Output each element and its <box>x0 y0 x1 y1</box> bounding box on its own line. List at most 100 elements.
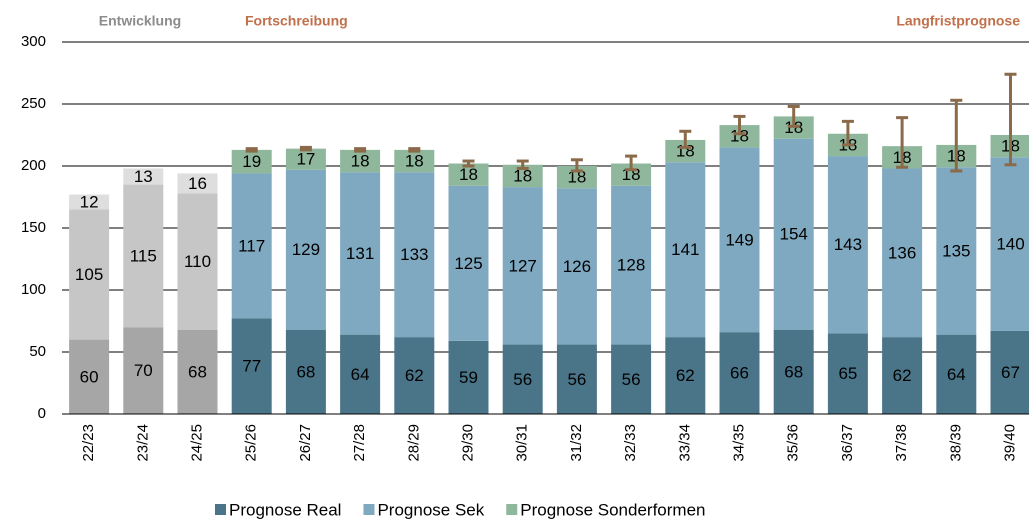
bar-segment <box>611 163 652 186</box>
x-tick-label: 30/31 <box>514 424 531 462</box>
x-tick-label: 38/39 <box>947 424 964 462</box>
bar-segment <box>611 185 652 345</box>
value-label: 18 <box>405 152 424 171</box>
value-label: 18 <box>513 166 532 185</box>
bar-segment <box>123 327 164 414</box>
value-label: 140 <box>996 235 1024 254</box>
bar-segment <box>502 187 543 345</box>
value-label: 19 <box>242 152 261 171</box>
bar-segment <box>448 340 489 414</box>
bar-segment <box>394 172 435 338</box>
section-label: Langfristprognose <box>896 13 1020 29</box>
bar-segment <box>340 334 381 414</box>
value-label: 13 <box>134 167 153 186</box>
bar-segment <box>285 329 326 414</box>
value-label: 127 <box>509 256 537 275</box>
x-tick-label: 27/28 <box>351 424 368 462</box>
value-label: 126 <box>563 257 591 276</box>
y-tick-label: 150 <box>21 219 46 236</box>
bar-segment <box>719 332 760 414</box>
x-tick-label: 29/30 <box>459 424 476 462</box>
legend-swatch <box>506 504 518 515</box>
value-label: 128 <box>617 256 645 275</box>
bar-segment <box>936 334 977 414</box>
bar-segment <box>556 166 597 189</box>
bar-segment <box>611 344 652 414</box>
value-label: 18 <box>730 127 749 146</box>
bar-segment <box>177 173 218 194</box>
bar-segment <box>882 168 923 338</box>
value-label: 16 <box>188 174 207 193</box>
value-label: 56 <box>513 370 532 389</box>
value-label: 64 <box>351 365 370 384</box>
section-label: Fortschreibung <box>245 13 348 29</box>
y-tick-label: 100 <box>21 281 46 298</box>
bar-segment <box>123 168 164 185</box>
value-label: 62 <box>893 366 912 385</box>
bar-segment <box>936 167 977 335</box>
value-label: 129 <box>292 240 320 259</box>
value-label: 110 <box>184 252 211 271</box>
bar-segment <box>827 333 868 414</box>
x-tick-label: 37/38 <box>893 424 910 462</box>
value-label: 105 <box>75 265 103 284</box>
value-label: 117 <box>238 236 265 255</box>
x-tick-label: 32/33 <box>622 424 639 462</box>
x-tick-label: 33/34 <box>676 424 693 462</box>
bar-segment <box>719 147 760 333</box>
bar-segment <box>285 169 326 330</box>
bar-segment <box>502 344 543 414</box>
bar-segment <box>556 344 597 414</box>
value-label: 125 <box>454 254 482 273</box>
bar-segment <box>177 329 218 414</box>
bar-segment <box>177 193 218 330</box>
x-tick-label: 35/36 <box>785 424 802 462</box>
value-label: 67 <box>1001 363 1020 382</box>
bar-segment <box>719 125 760 148</box>
value-label: 135 <box>942 241 970 260</box>
x-tick-label: 26/27 <box>297 424 314 462</box>
x-tick-label: 39/40 <box>1001 424 1018 462</box>
y-tick-label: 50 <box>29 343 46 360</box>
x-tick-label: 31/32 <box>568 424 585 462</box>
value-label: 131 <box>346 244 374 263</box>
value-label: 68 <box>784 362 803 381</box>
value-label: 18 <box>459 165 478 184</box>
bar-segment <box>123 184 164 328</box>
value-label: 133 <box>400 245 428 264</box>
y-tick-label: 250 <box>21 95 46 112</box>
x-tick-label: 28/29 <box>405 424 422 462</box>
bar-segment <box>827 156 868 334</box>
value-label: 70 <box>134 361 153 380</box>
value-label: 115 <box>130 246 157 265</box>
bar-segment <box>665 337 706 414</box>
x-tick-label: 22/23 <box>80 424 97 462</box>
bar-segment <box>340 149 381 173</box>
y-tick-label: 200 <box>21 157 46 174</box>
value-label: 18 <box>351 152 370 171</box>
value-label: 62 <box>676 366 695 385</box>
value-label: 17 <box>296 150 315 169</box>
section-label: Entwicklung <box>99 13 181 29</box>
legend-label: Prognose Real <box>229 500 341 519</box>
x-tick-label: 24/25 <box>188 424 205 462</box>
value-label: 66 <box>730 364 749 383</box>
value-label: 68 <box>296 362 315 381</box>
value-label: 136 <box>888 243 916 262</box>
value-label: 141 <box>671 240 699 259</box>
bar-segment <box>394 149 435 173</box>
bar-segment <box>502 164 543 188</box>
bar-segment <box>773 138 814 330</box>
legend-swatch <box>215 504 226 515</box>
bar-segment <box>990 157 1029 331</box>
bar-segment <box>231 318 272 414</box>
legend-label: Prognose Sonderformen <box>520 500 705 519</box>
x-tick-label: 23/24 <box>134 424 151 462</box>
x-tick-label: 36/37 <box>839 424 856 462</box>
value-label: 68 <box>188 362 207 381</box>
bar-segment <box>394 337 435 414</box>
value-label: 12 <box>80 192 99 211</box>
legend-swatch <box>363 504 375 515</box>
